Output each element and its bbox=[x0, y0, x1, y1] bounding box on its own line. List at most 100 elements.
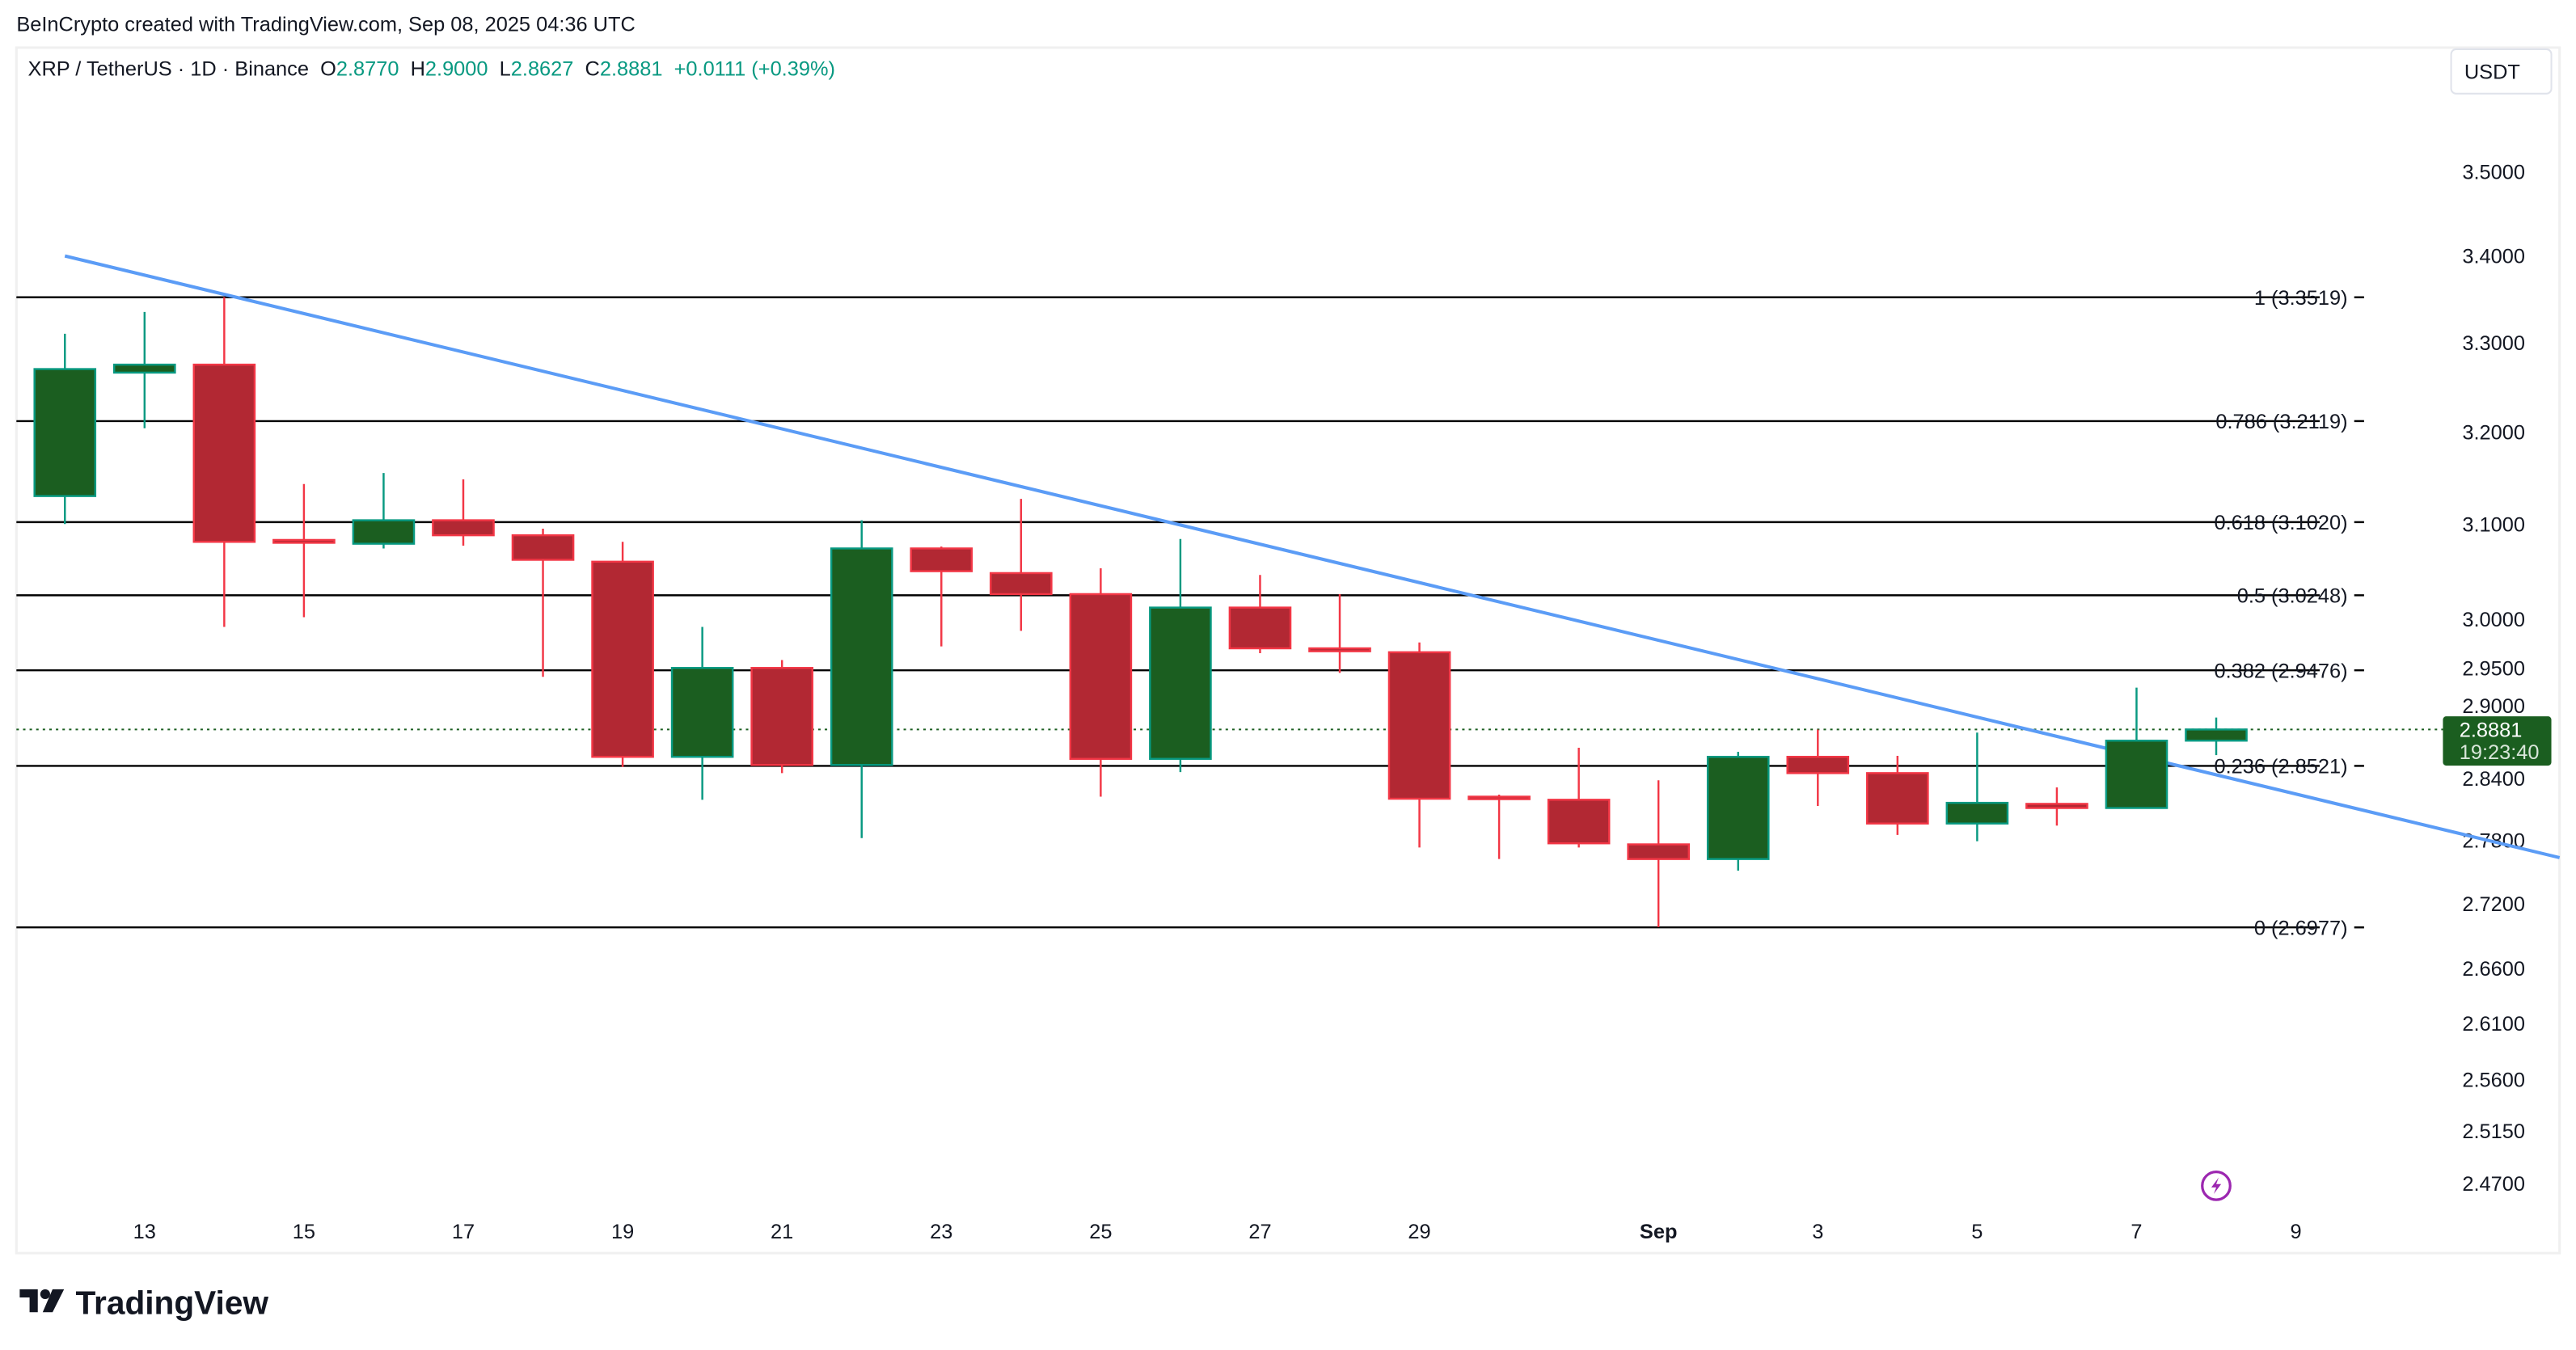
price-tick-label: 3.2000 bbox=[2462, 421, 2525, 444]
candle-body bbox=[670, 667, 734, 758]
time-tick-label: 13 bbox=[133, 1221, 156, 1243]
price-tick-label: 2.6600 bbox=[2462, 958, 2525, 981]
candle-up bbox=[112, 311, 176, 428]
last-price-badge: 2.8881 19:23:40 bbox=[2443, 716, 2552, 766]
price-tick-label: 3.5000 bbox=[2462, 162, 2525, 184]
legend: XRP / TetherUS · 1D · Binance O2.8770 H2… bbox=[28, 57, 835, 80]
legend-l-label: L bbox=[500, 57, 511, 80]
time-tick-label: 15 bbox=[293, 1221, 315, 1243]
candle-body bbox=[830, 547, 893, 766]
time-tick-label: 9 bbox=[2291, 1221, 2302, 1243]
candle-body bbox=[1786, 756, 1850, 774]
candle-body bbox=[112, 363, 176, 374]
legend-low: 2.8627 bbox=[511, 57, 574, 80]
fib-level-label: 0.5 (3.0248) bbox=[2237, 585, 2348, 608]
price-axis[interactable]: 3.5000 3.4000 3.3000 3.2000 3.1000 3.0000 2.95… bbox=[2462, 162, 2525, 1196]
bar-countdown: 19:23:40 bbox=[2460, 741, 2540, 764]
fib-level-label: 0.786 (3.2119) bbox=[2215, 411, 2347, 433]
time-tick-label: 17 bbox=[452, 1221, 475, 1243]
legend-change: +0.0111 (+0.39%) bbox=[674, 57, 835, 80]
price-tick-label: 2.5150 bbox=[2462, 1120, 2525, 1143]
price-tick-label: 3.1000 bbox=[2462, 513, 2525, 536]
time-tick-label: 27 bbox=[1248, 1221, 1271, 1243]
legend-open: 2.8770 bbox=[336, 57, 399, 80]
candle-down bbox=[1069, 568, 1133, 797]
fib-level-label: 0.618 (3.1020) bbox=[2214, 512, 2347, 534]
candle-down bbox=[1467, 794, 1531, 859]
time-tick-label: 25 bbox=[1089, 1221, 1112, 1243]
candle-up bbox=[33, 333, 97, 525]
price-tick-label: 2.5600 bbox=[2462, 1069, 2525, 1091]
candle-body bbox=[910, 547, 973, 572]
candle-body bbox=[1467, 795, 1531, 800]
candle-down bbox=[750, 660, 813, 774]
price-tick-label: 2.7200 bbox=[2462, 893, 2525, 916]
candle-body bbox=[1387, 651, 1451, 800]
candle-body bbox=[990, 572, 1053, 596]
time-tick-label: 23 bbox=[930, 1221, 952, 1243]
candle-body bbox=[1945, 801, 2009, 825]
time-axis[interactable]: 13 15 17 19 21 23 25 27 29 Sep 3 5 7 9 bbox=[133, 1221, 2302, 1243]
price-tick-label: 2.6100 bbox=[2462, 1013, 2525, 1036]
candle-up bbox=[2105, 687, 2168, 809]
currency-label: USDT bbox=[2464, 61, 2520, 84]
candle-up bbox=[2185, 717, 2248, 756]
legend-high: 2.9000 bbox=[425, 57, 488, 80]
legend-close: 2.8881 bbox=[600, 57, 663, 80]
candle-down bbox=[1308, 593, 1371, 673]
last-price-value: 2.8881 bbox=[2460, 719, 2523, 742]
legend-c-label: C bbox=[585, 57, 600, 80]
time-tick-label: 3 bbox=[1812, 1221, 1823, 1243]
candle-down bbox=[1228, 575, 1292, 654]
candle-body bbox=[1547, 799, 1611, 845]
logo-text: TradingView bbox=[75, 1284, 268, 1321]
candle-down bbox=[1866, 755, 1929, 835]
candle-up bbox=[1945, 732, 2009, 842]
candle-body bbox=[432, 519, 495, 537]
candle-down bbox=[910, 546, 973, 647]
candle-body bbox=[352, 519, 416, 545]
time-tick-label: 7 bbox=[2130, 1221, 2142, 1243]
price-tick-label: 2.9500 bbox=[2462, 657, 2525, 680]
candle-body bbox=[1706, 756, 1770, 860]
candle-down bbox=[511, 529, 575, 677]
candle-up bbox=[1706, 751, 1770, 871]
candle-down bbox=[2025, 787, 2088, 826]
candle-down bbox=[990, 499, 1053, 631]
legend-symbol: XRP / TetherUS · 1D · Binance bbox=[28, 57, 309, 80]
time-tick-label: 29 bbox=[1408, 1221, 1430, 1243]
time-tick-label: 5 bbox=[1971, 1221, 1983, 1243]
candle-body bbox=[1228, 606, 1292, 650]
candle-body bbox=[272, 538, 336, 544]
time-tick-label: Sep bbox=[1640, 1221, 1678, 1243]
candle-down bbox=[432, 479, 495, 546]
price-tick-label: 3.0000 bbox=[2462, 609, 2525, 631]
fib-level-label: 0.382 (2.9476) bbox=[2214, 660, 2347, 682]
price-tick-label: 3.4000 bbox=[2462, 246, 2525, 268]
chart-frame bbox=[15, 46, 2561, 1255]
attribution-text: BeInCrypto created with TradingView.com,… bbox=[16, 14, 635, 36]
candle-down bbox=[1627, 780, 1690, 927]
candle-down bbox=[272, 483, 336, 618]
currency-button[interactable]: USDT bbox=[2450, 48, 2553, 95]
candle-body bbox=[1866, 772, 1929, 825]
candles bbox=[33, 297, 2248, 927]
fib-level-label: 0.236 (2.8521) bbox=[2214, 756, 2347, 778]
candle-body bbox=[750, 667, 813, 766]
candle-body bbox=[511, 534, 575, 561]
candle-down bbox=[1786, 729, 1850, 806]
candle-body bbox=[1627, 843, 1690, 860]
candle-body bbox=[2025, 803, 2088, 809]
time-tick-label: 21 bbox=[771, 1221, 793, 1243]
lightning-icon[interactable] bbox=[2201, 1170, 2232, 1201]
candle-body bbox=[1149, 606, 1212, 760]
tradingview-logo[interactable]: TradingView bbox=[19, 1284, 268, 1321]
price-tick-label: 2.8400 bbox=[2462, 768, 2525, 791]
candle-body bbox=[2105, 739, 2168, 809]
price-tick-label: 2.9000 bbox=[2462, 695, 2525, 718]
candle-body bbox=[1069, 593, 1133, 760]
fib-level-label: 0 (2.6977) bbox=[2254, 917, 2348, 939]
candle-body bbox=[192, 363, 256, 543]
candle-down bbox=[192, 297, 256, 627]
